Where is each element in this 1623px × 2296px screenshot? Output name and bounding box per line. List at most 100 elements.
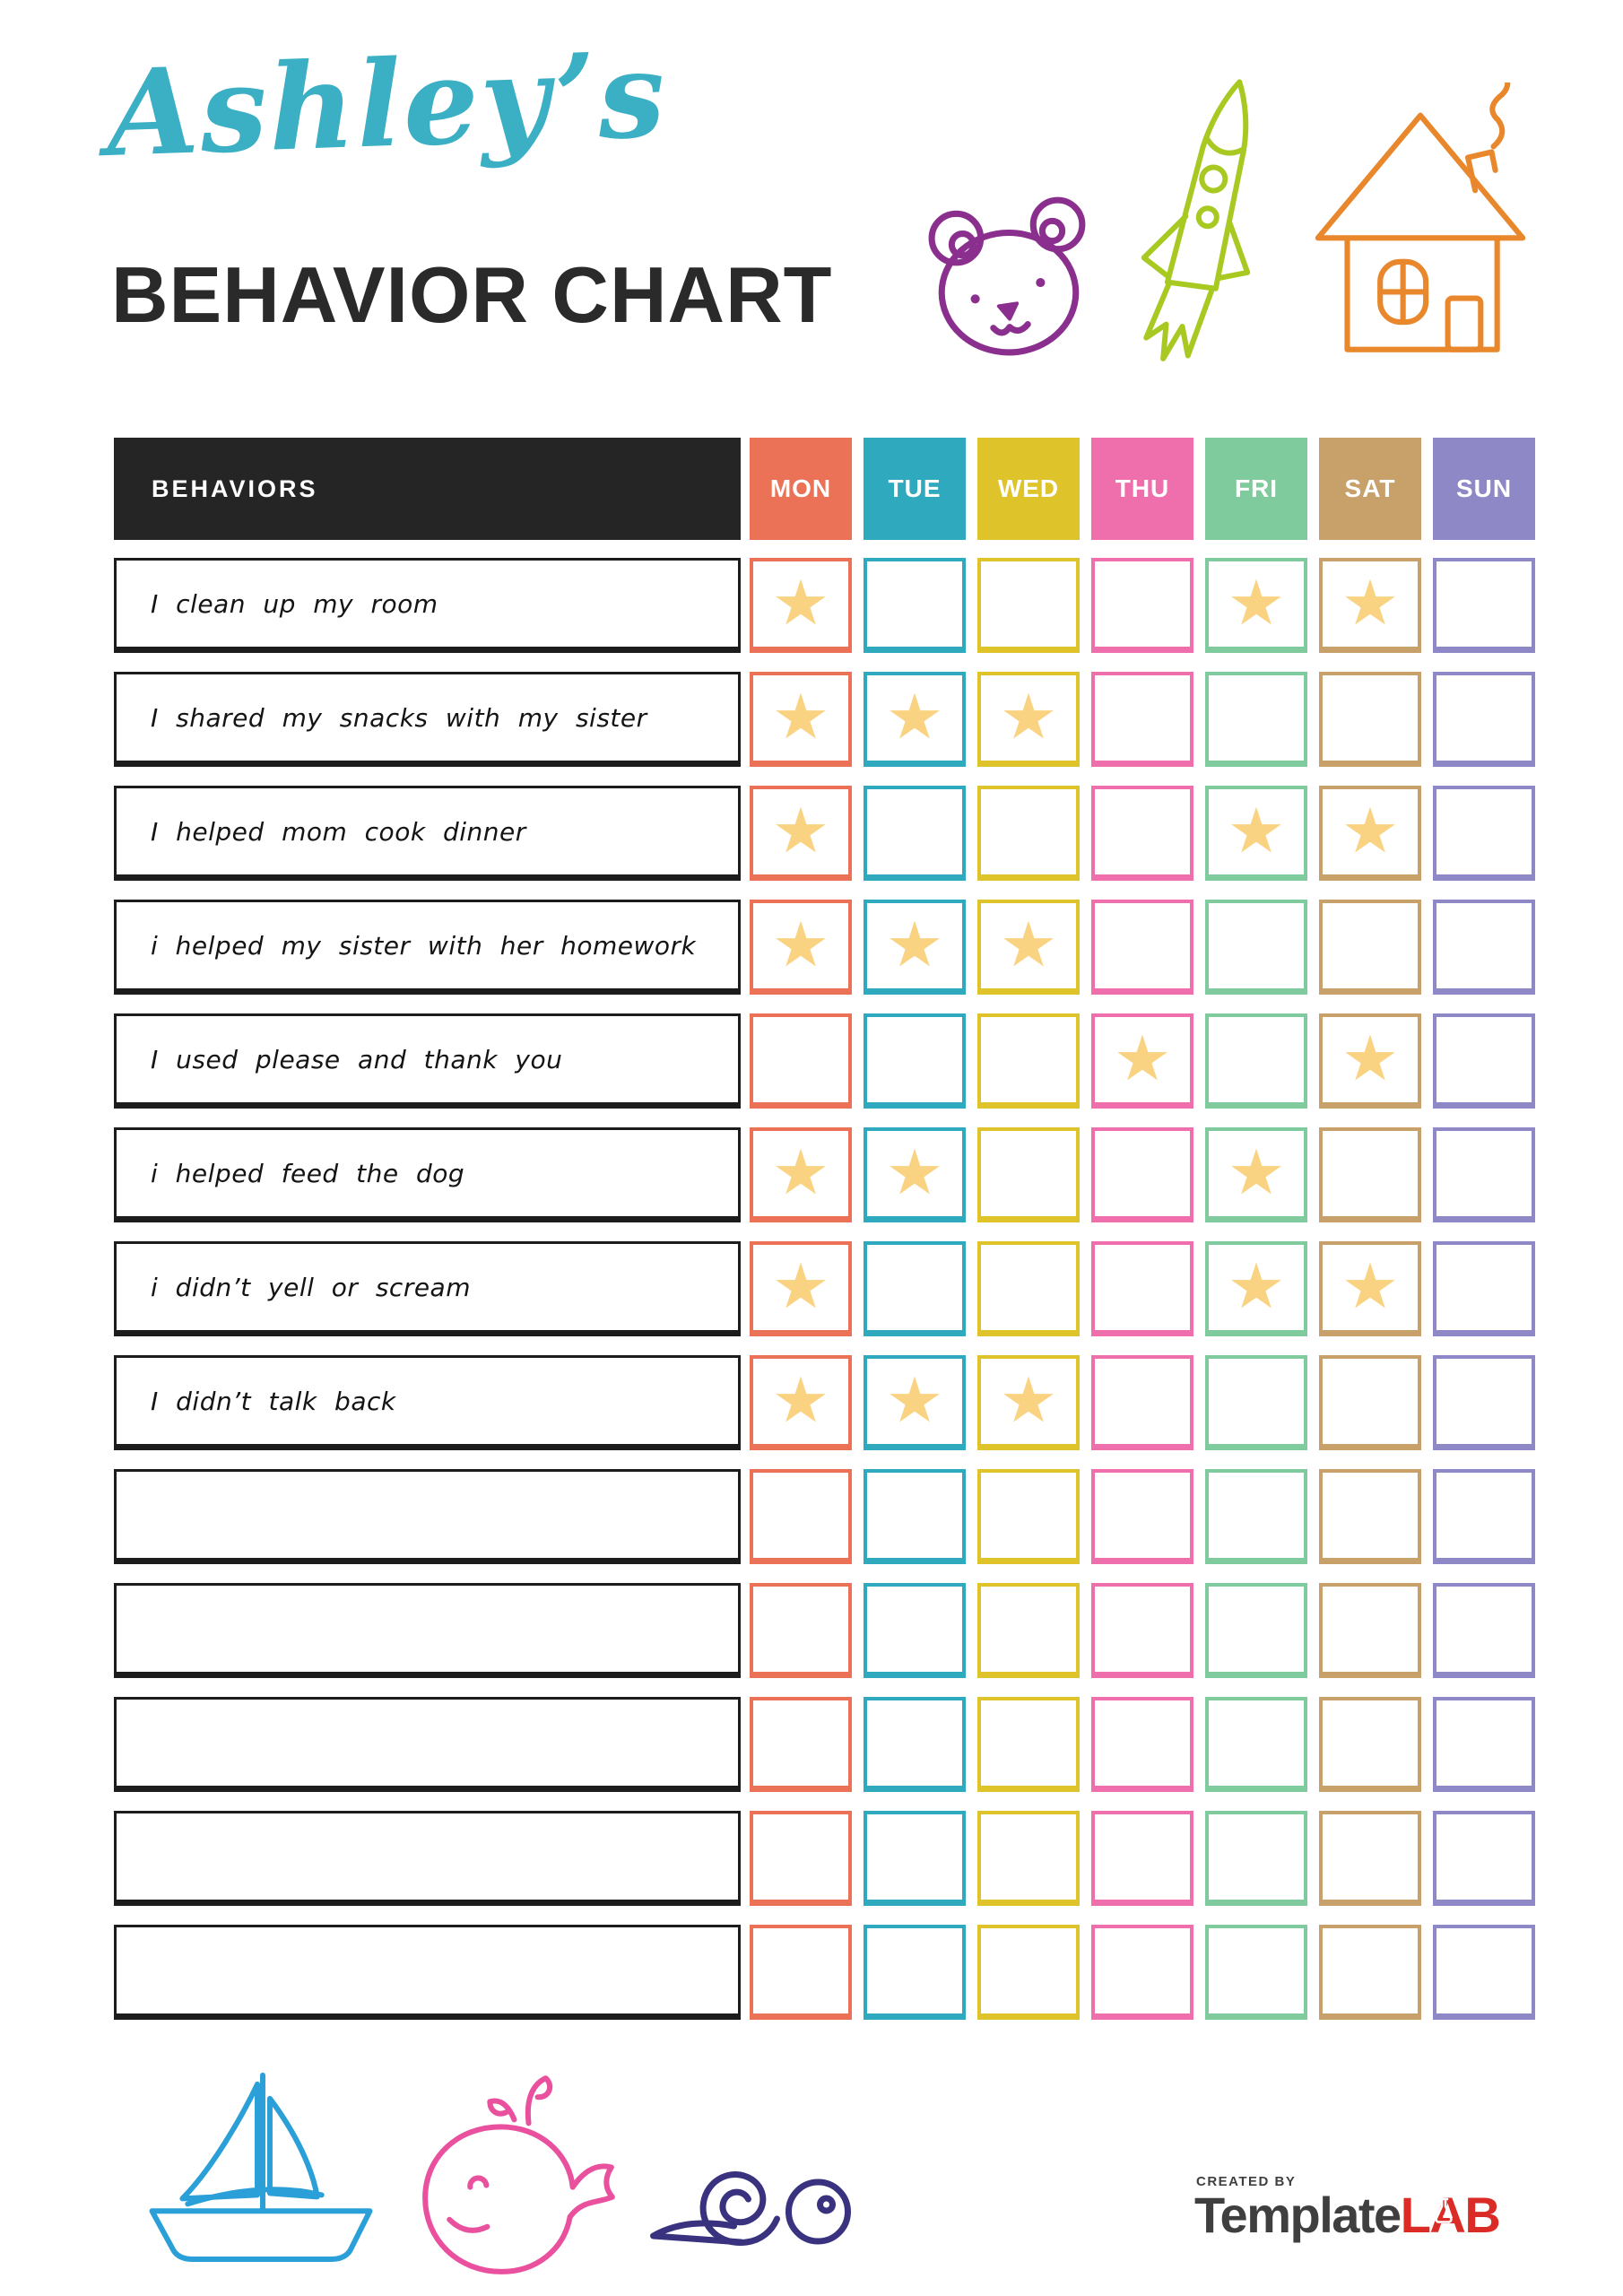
- day-cell-sat[interactable]: [1319, 1469, 1421, 1564]
- day-cell-tue[interactable]: [864, 1925, 966, 2020]
- behavior-label[interactable]: i helped my sister with her homework: [114, 900, 741, 995]
- day-cell-tue[interactable]: [864, 1583, 966, 1678]
- day-cell-wed[interactable]: [977, 1811, 1080, 1906]
- behavior-label[interactable]: [114, 1811, 741, 1906]
- day-cell-tue[interactable]: [864, 1469, 966, 1564]
- day-cell-sat[interactable]: [1319, 1241, 1421, 1336]
- day-cell-wed[interactable]: [977, 1013, 1080, 1109]
- day-cell-mon[interactable]: [750, 1583, 852, 1678]
- day-cell-thu[interactable]: [1091, 1241, 1193, 1336]
- day-cell-tue[interactable]: [864, 1355, 966, 1450]
- day-cell-fri[interactable]: [1205, 1241, 1307, 1336]
- day-cell-tue[interactable]: [864, 1013, 966, 1109]
- day-cell-sat[interactable]: [1319, 1583, 1421, 1678]
- day-cell-thu[interactable]: [1091, 1127, 1193, 1222]
- behavior-label[interactable]: I didn’t talk back: [114, 1355, 741, 1450]
- day-cell-thu[interactable]: [1091, 558, 1193, 653]
- day-cell-mon[interactable]: [750, 1355, 852, 1450]
- day-cell-sat[interactable]: [1319, 558, 1421, 653]
- day-cell-mon[interactable]: [750, 1469, 852, 1564]
- day-cell-wed[interactable]: [977, 1241, 1080, 1336]
- day-cell-fri[interactable]: [1205, 1583, 1307, 1678]
- day-cell-tue[interactable]: [864, 786, 966, 881]
- day-cell-mon[interactable]: [750, 900, 852, 995]
- day-cell-tue[interactable]: [864, 1697, 966, 1792]
- day-cell-sat[interactable]: [1319, 1355, 1421, 1450]
- day-cell-fri[interactable]: [1205, 1469, 1307, 1564]
- day-cell-mon[interactable]: [750, 1697, 852, 1792]
- day-cell-sun[interactable]: [1433, 1811, 1535, 1906]
- day-cell-wed[interactable]: [977, 786, 1080, 881]
- day-cell-mon[interactable]: [750, 1925, 852, 2020]
- behavior-label[interactable]: [114, 1925, 741, 2020]
- day-cell-sun[interactable]: [1433, 672, 1535, 767]
- day-cell-fri[interactable]: [1205, 672, 1307, 767]
- day-cell-thu[interactable]: [1091, 1583, 1193, 1678]
- day-cell-thu[interactable]: [1091, 1925, 1193, 2020]
- day-cell-thu[interactable]: [1091, 672, 1193, 767]
- day-cell-sun[interactable]: [1433, 1013, 1535, 1109]
- day-cell-wed[interactable]: [977, 672, 1080, 767]
- day-cell-tue[interactable]: [864, 900, 966, 995]
- behavior-label[interactable]: i helped feed the dog: [114, 1127, 741, 1222]
- day-cell-tue[interactable]: [864, 1127, 966, 1222]
- day-cell-mon[interactable]: [750, 558, 852, 653]
- day-cell-mon[interactable]: [750, 1811, 852, 1906]
- day-cell-wed[interactable]: [977, 1127, 1080, 1222]
- day-cell-wed[interactable]: [977, 558, 1080, 653]
- day-cell-thu[interactable]: [1091, 1469, 1193, 1564]
- day-cell-thu[interactable]: [1091, 1013, 1193, 1109]
- day-cell-wed[interactable]: [977, 900, 1080, 995]
- day-cell-sun[interactable]: [1433, 1469, 1535, 1564]
- day-cell-sat[interactable]: [1319, 1925, 1421, 2020]
- day-cell-sun[interactable]: [1433, 1241, 1535, 1336]
- behavior-label[interactable]: I used please and thank you: [114, 1013, 741, 1109]
- day-cell-mon[interactable]: [750, 672, 852, 767]
- day-cell-sun[interactable]: [1433, 786, 1535, 881]
- behavior-label[interactable]: i didn’t yell or scream: [114, 1241, 741, 1336]
- day-cell-fri[interactable]: [1205, 1697, 1307, 1792]
- day-cell-wed[interactable]: [977, 1469, 1080, 1564]
- day-cell-tue[interactable]: [864, 1811, 966, 1906]
- day-cell-wed[interactable]: [977, 1925, 1080, 2020]
- day-cell-sat[interactable]: [1319, 672, 1421, 767]
- day-cell-thu[interactable]: [1091, 786, 1193, 881]
- day-cell-tue[interactable]: [864, 1241, 966, 1336]
- day-cell-sun[interactable]: [1433, 1127, 1535, 1222]
- day-cell-fri[interactable]: [1205, 1013, 1307, 1109]
- day-cell-fri[interactable]: [1205, 1925, 1307, 2020]
- day-cell-fri[interactable]: [1205, 1127, 1307, 1222]
- day-cell-mon[interactable]: [750, 786, 852, 881]
- templatelab-logo[interactable]: CREATED BY TemplateLAB: [1194, 2174, 1535, 2240]
- behavior-label[interactable]: [114, 1469, 741, 1564]
- day-cell-mon[interactable]: [750, 1127, 852, 1222]
- day-cell-fri[interactable]: [1205, 786, 1307, 881]
- day-cell-fri[interactable]: [1205, 1355, 1307, 1450]
- behavior-label[interactable]: I helped mom cook dinner: [114, 786, 741, 881]
- day-cell-fri[interactable]: [1205, 900, 1307, 995]
- day-cell-sat[interactable]: [1319, 900, 1421, 995]
- day-cell-fri[interactable]: [1205, 1811, 1307, 1906]
- day-cell-sun[interactable]: [1433, 1925, 1535, 2020]
- behavior-label[interactable]: [114, 1697, 741, 1792]
- day-cell-sat[interactable]: [1319, 786, 1421, 881]
- day-cell-fri[interactable]: [1205, 558, 1307, 653]
- day-cell-mon[interactable]: [750, 1241, 852, 1336]
- day-cell-tue[interactable]: [864, 672, 966, 767]
- day-cell-thu[interactable]: [1091, 900, 1193, 995]
- behavior-label[interactable]: I clean up my room: [114, 558, 741, 653]
- day-cell-thu[interactable]: [1091, 1811, 1193, 1906]
- day-cell-sat[interactable]: [1319, 1811, 1421, 1906]
- day-cell-sun[interactable]: [1433, 1697, 1535, 1792]
- day-cell-sun[interactable]: [1433, 1355, 1535, 1450]
- day-cell-wed[interactable]: [977, 1697, 1080, 1792]
- day-cell-sat[interactable]: [1319, 1127, 1421, 1222]
- day-cell-thu[interactable]: [1091, 1697, 1193, 1792]
- day-cell-sat[interactable]: [1319, 1013, 1421, 1109]
- behavior-label[interactable]: [114, 1583, 741, 1678]
- day-cell-sun[interactable]: [1433, 900, 1535, 995]
- day-cell-tue[interactable]: [864, 558, 966, 653]
- behavior-label[interactable]: I shared my snacks with my sister: [114, 672, 741, 767]
- day-cell-sat[interactable]: [1319, 1697, 1421, 1792]
- day-cell-mon[interactable]: [750, 1013, 852, 1109]
